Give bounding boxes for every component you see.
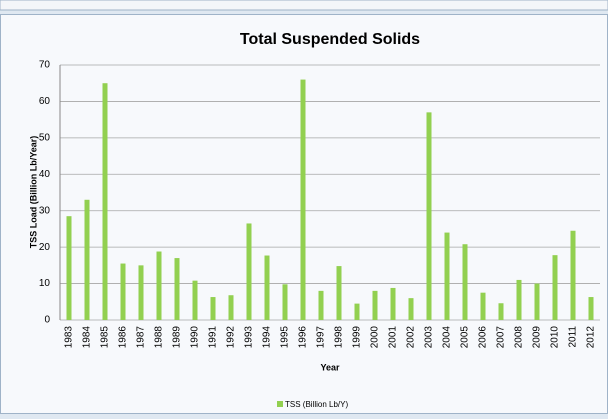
x-tick-label: 2000 — [370, 326, 381, 349]
bar — [480, 292, 486, 320]
bar — [192, 280, 198, 320]
bar — [102, 83, 108, 320]
x-tick-label: 1995 — [280, 326, 291, 349]
x-tick-label: 2008 — [514, 326, 525, 349]
bar — [534, 283, 540, 320]
x-tick-label: 2004 — [442, 326, 453, 349]
bar — [318, 290, 324, 320]
bar — [354, 303, 360, 320]
x-tick-label: 2002 — [406, 326, 417, 349]
x-tick-label: 1987 — [136, 326, 147, 349]
y-tick-label: 10 — [39, 278, 51, 289]
x-tick-label: 2007 — [496, 326, 507, 349]
x-tick-label: 1991 — [208, 326, 219, 349]
x-tick-label: 2009 — [532, 326, 543, 349]
x-tick-label: 1986 — [118, 326, 129, 349]
x-tick-label: 2005 — [460, 326, 471, 349]
x-tick-label: 1994 — [262, 326, 273, 349]
x-tick-label: 1990 — [190, 326, 201, 349]
bar — [570, 230, 576, 320]
bar — [444, 232, 450, 320]
x-tick-label: 1988 — [154, 326, 165, 349]
x-tick-label: 1996 — [298, 326, 309, 349]
x-tick-label: 2003 — [424, 326, 435, 349]
x-tick-label: 2012 — [586, 326, 597, 349]
x-tick-label: 1984 — [82, 326, 93, 349]
x-tick-label: 2010 — [550, 326, 561, 349]
x-tick-label: 2001 — [388, 326, 399, 349]
bar — [372, 290, 378, 320]
bar — [426, 112, 432, 320]
bar — [246, 223, 252, 320]
x-tick-label: 1998 — [334, 326, 345, 349]
x-tick-label: 1985 — [100, 326, 111, 349]
bar — [66, 216, 72, 320]
x-tick-label: 1992 — [226, 326, 237, 349]
x-tick-label: 1989 — [172, 326, 183, 349]
x-tick-label: 1999 — [352, 326, 363, 349]
y-tick-label: 20 — [39, 242, 51, 253]
y-tick-label: 70 — [39, 60, 51, 71]
bar — [408, 298, 414, 320]
bar — [264, 255, 270, 320]
bar — [282, 284, 288, 320]
x-tick-label: 1997 — [316, 326, 327, 349]
bar — [210, 297, 216, 320]
x-tick-label: 1993 — [244, 326, 255, 349]
chart-title: Total Suspended Solids — [240, 31, 420, 48]
bar — [390, 287, 396, 320]
y-tick-label: 50 — [39, 132, 51, 143]
bar — [462, 244, 468, 320]
bar — [300, 79, 306, 320]
y-tick-label: 30 — [39, 205, 51, 216]
bar — [516, 279, 522, 320]
bar — [174, 258, 180, 320]
bar — [588, 297, 594, 320]
y-tick-label: 40 — [39, 169, 51, 180]
y-axis-label: TSS Load (Billion Lb/Year) — [28, 136, 38, 249]
bar — [120, 263, 126, 320]
bar — [552, 255, 558, 320]
legend-label: TSS (Billion Lb/Y) — [285, 400, 348, 409]
x-tick-label: 2006 — [478, 326, 489, 349]
legend-swatch — [277, 401, 283, 407]
y-tick-label: 60 — [39, 96, 51, 107]
x-axis-label: Year — [320, 362, 340, 372]
bar — [336, 266, 342, 320]
top-strip — [0, 0, 608, 11]
x-tick-label: 2011 — [568, 326, 579, 348]
bar — [228, 295, 234, 320]
bar — [84, 199, 90, 320]
bar — [498, 303, 504, 320]
bar — [156, 251, 162, 320]
bar — [138, 265, 144, 320]
x-tick-label: 1983 — [64, 326, 75, 349]
y-tick-label: 0 — [44, 315, 50, 326]
